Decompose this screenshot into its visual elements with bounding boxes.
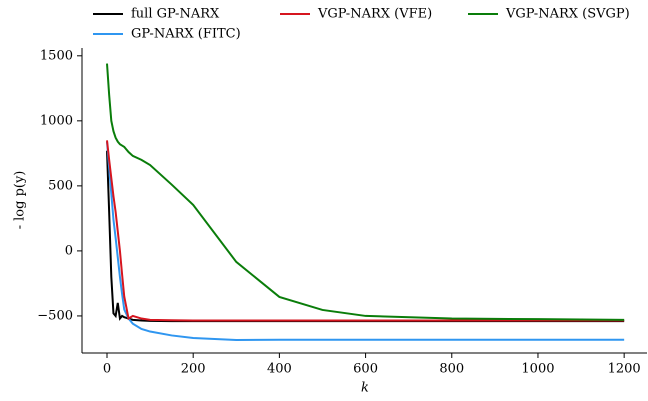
line-series bbox=[106, 63, 625, 321]
x-tick-label: 200 bbox=[181, 362, 206, 377]
line-series bbox=[106, 141, 625, 341]
x-tick-label: 600 bbox=[353, 362, 378, 377]
y-tick-label: 0 bbox=[65, 243, 73, 258]
y-tick-label: 1000 bbox=[40, 113, 73, 128]
x-tick-label: 400 bbox=[267, 362, 292, 377]
legend-label: GP-NARX (FITC) bbox=[131, 27, 241, 42]
y-axis-label: - log p(y) bbox=[13, 171, 28, 230]
y-tick-label: −500 bbox=[37, 308, 73, 323]
legend-label: VGP-NARX (VFE) bbox=[317, 7, 432, 22]
y-tick-label: 1500 bbox=[40, 48, 73, 63]
y-tick-label: 500 bbox=[48, 178, 73, 193]
legend-label: VGP-NARX (SVGP) bbox=[505, 7, 630, 22]
legend-label: full GP-NARX bbox=[131, 7, 220, 22]
line-series bbox=[106, 140, 625, 322]
x-tick-label: 800 bbox=[439, 362, 464, 377]
x-tick-label: 1000 bbox=[521, 362, 554, 377]
x-tick-label: 0 bbox=[103, 362, 111, 377]
line-series bbox=[106, 150, 625, 323]
x-tick-label: 1200 bbox=[608, 362, 641, 377]
x-axis-label: k bbox=[361, 381, 369, 396]
